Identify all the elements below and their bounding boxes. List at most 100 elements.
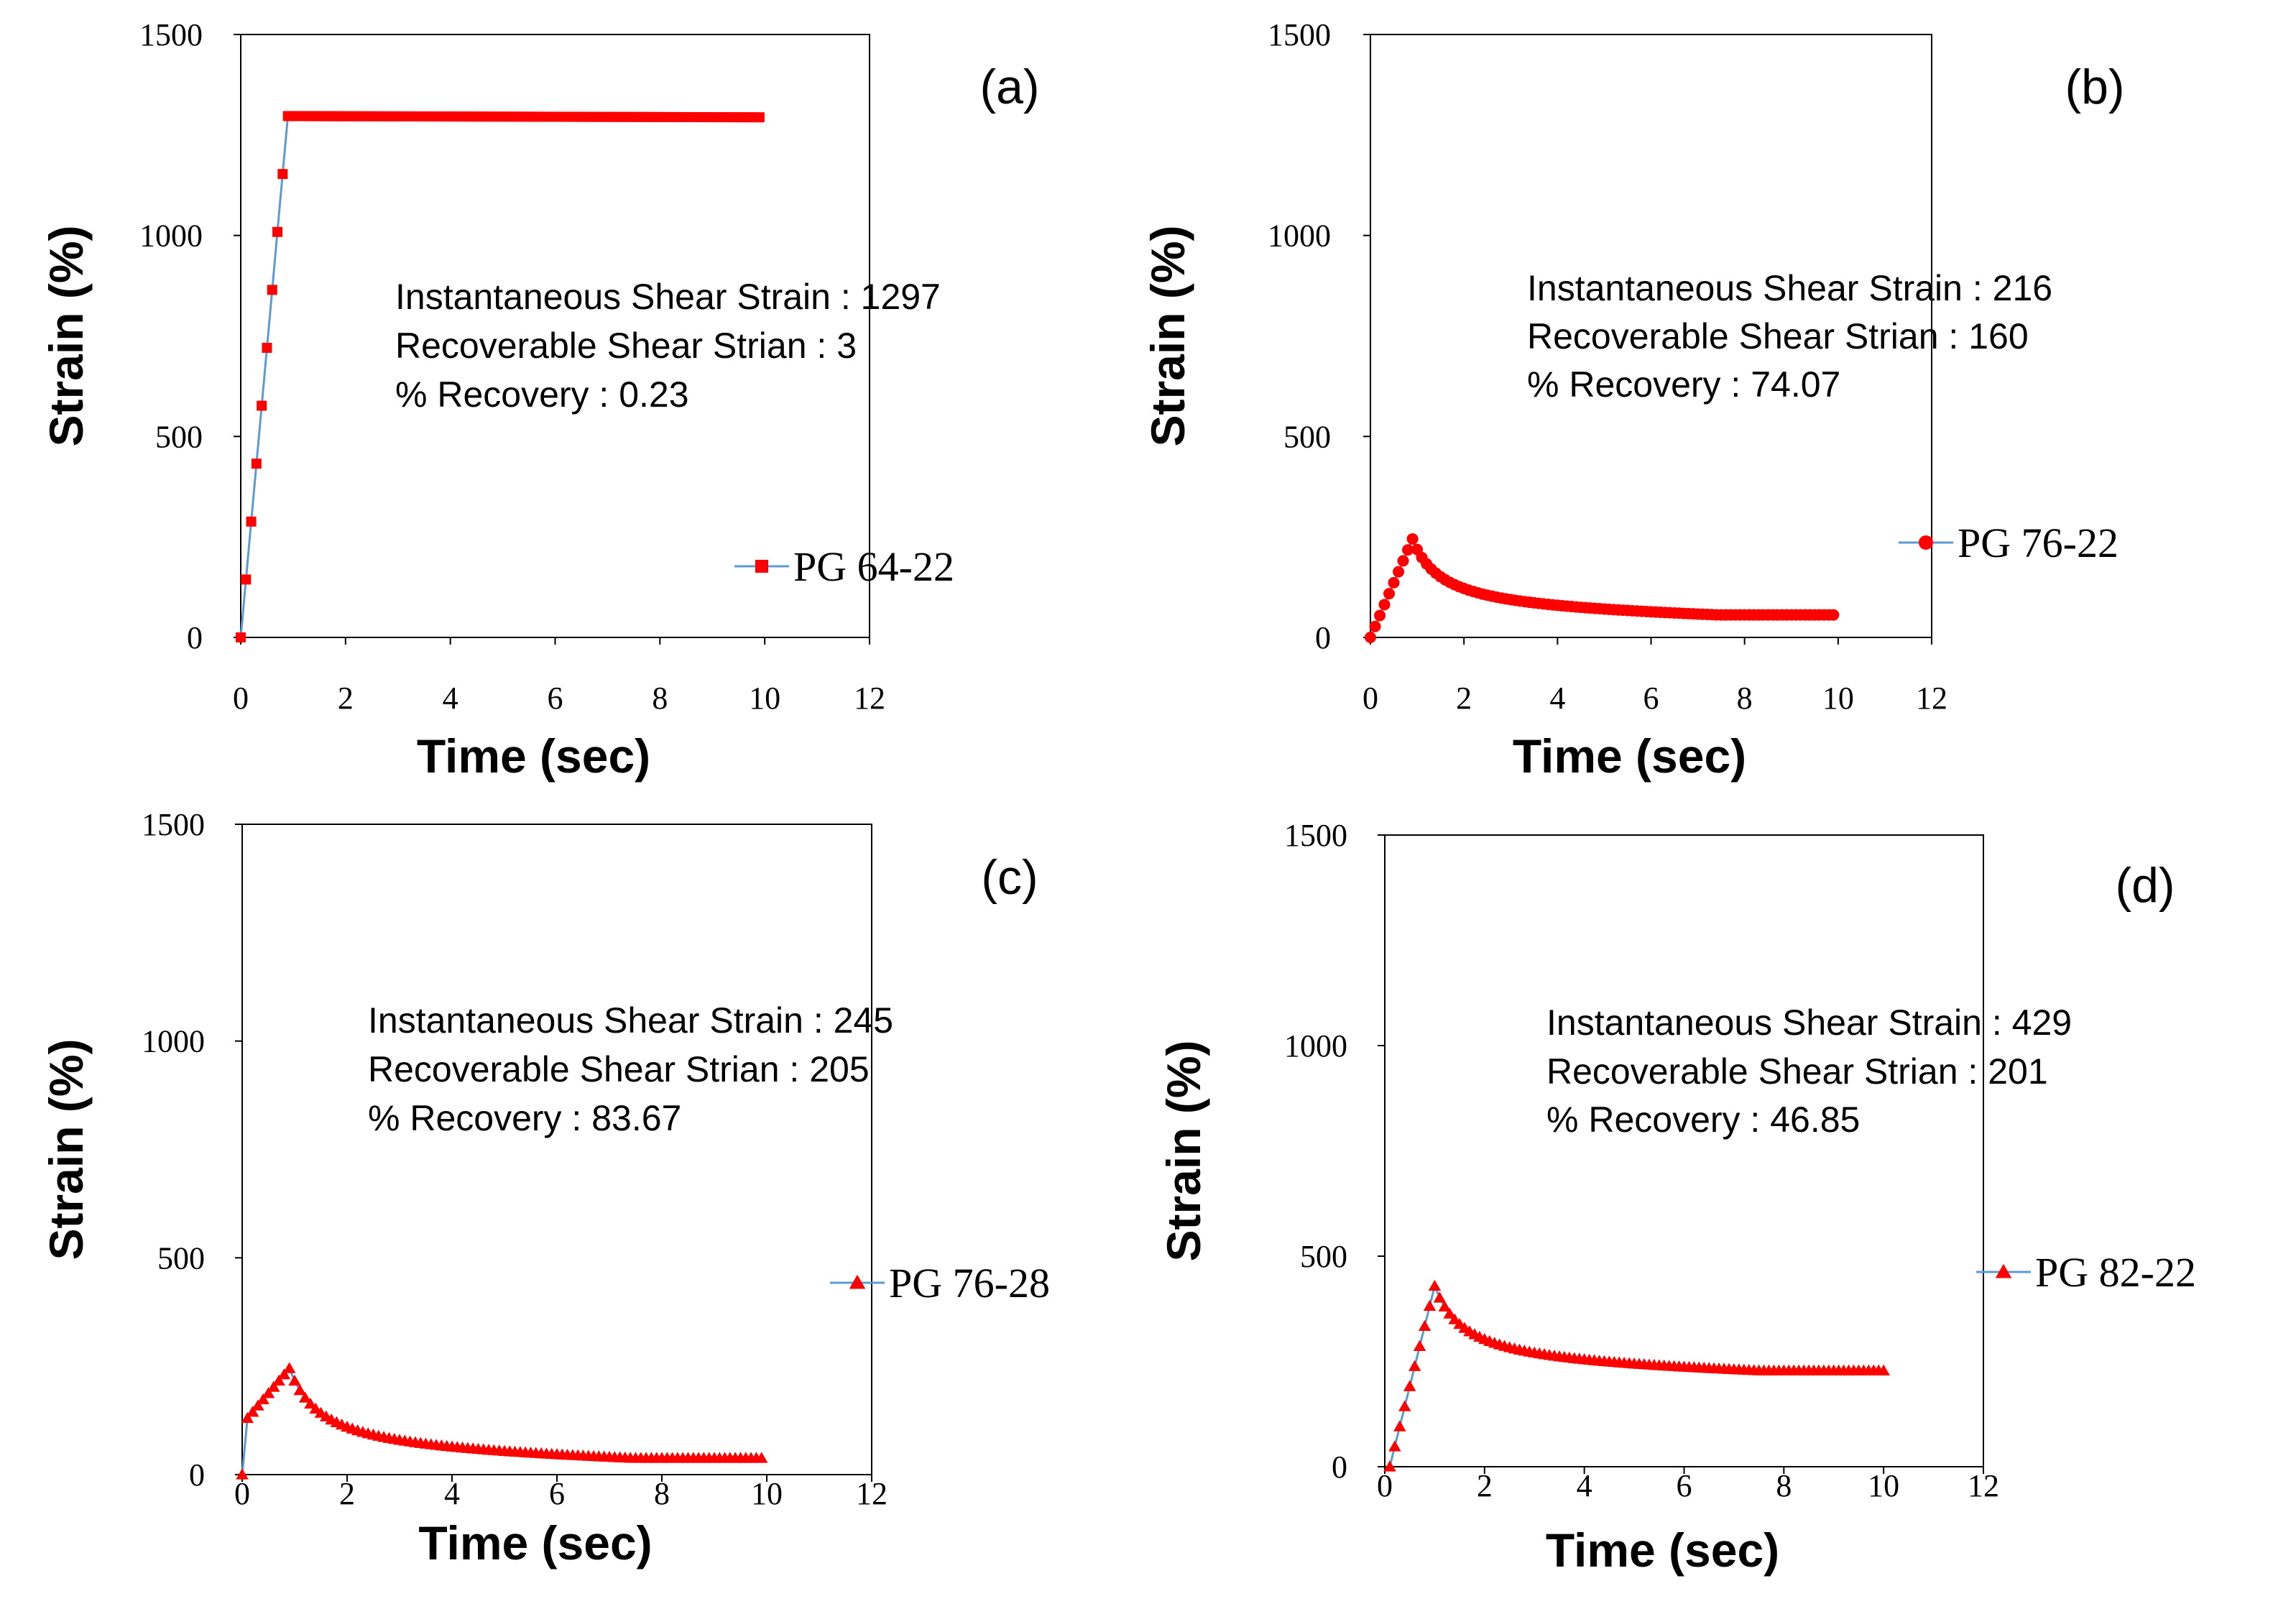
y-axis-label: Strain (%) xyxy=(1157,1040,1210,1261)
data-point xyxy=(277,1368,291,1380)
data-point xyxy=(236,632,246,642)
chart-panel-d: 0 2 4 6 8 10 12 0 500 1000 1500 Time (sec) Strain (%… xyxy=(1157,818,2196,1577)
y-tick-label: 1500 xyxy=(142,807,205,842)
annotation-line: Recoverable Shear Strian : 201 xyxy=(1546,1051,2048,1092)
data-point xyxy=(1443,1307,1456,1319)
legend-marker xyxy=(1995,1263,2012,1278)
data-point xyxy=(236,1468,249,1480)
x-tick-label: 0 xyxy=(234,1476,250,1511)
data-point xyxy=(1877,1364,1890,1375)
legend-label: PG 76-22 xyxy=(1958,520,2119,566)
legend-marker xyxy=(1919,535,1933,550)
data-point xyxy=(1423,1299,1437,1311)
data-point xyxy=(1827,609,1840,621)
x-tick-label: 8 xyxy=(1737,681,1753,716)
x-tick-label: 2 xyxy=(338,681,354,716)
x-tick-label: 8 xyxy=(654,1476,670,1511)
annotation-line: % Recovery : 83.67 xyxy=(368,1098,681,1138)
data-point xyxy=(1398,1400,1411,1411)
legend-marker xyxy=(755,560,768,573)
legend-label: PG 82-22 xyxy=(2035,1249,2196,1296)
data-point xyxy=(298,1391,312,1403)
y-tick-label: 500 xyxy=(157,1240,205,1276)
data-point xyxy=(272,226,283,237)
data-point xyxy=(241,574,252,585)
data-point xyxy=(1403,1380,1416,1391)
data-point xyxy=(1393,1420,1406,1431)
annotation-line: Recoverable Shear Strian : 205 xyxy=(368,1049,870,1089)
data-point xyxy=(1413,1340,1426,1351)
chart-panel-a: 0 2 4 6 8 10 12 0 500 1000 1500 Time (sec) Strain (%… xyxy=(40,17,1040,783)
annotation-line: Instantaneous Shear Strain : 216 xyxy=(1527,268,2052,308)
x-tick-label: 10 xyxy=(1822,681,1854,716)
series-line xyxy=(1369,536,1834,638)
annotation-line: % Recovery : 46.85 xyxy=(1546,1099,1860,1140)
y-tick-label: 1000 xyxy=(1268,218,1331,254)
data-point xyxy=(257,400,267,411)
data-point xyxy=(251,458,262,469)
data-point xyxy=(246,1406,259,1417)
panel-label: (c) xyxy=(981,850,1038,905)
x-tick-label: 0 xyxy=(1363,681,1378,716)
x-tick-label: 4 xyxy=(443,681,458,716)
x-tick-label: 0 xyxy=(1377,1468,1393,1503)
y-tick-label: 1000 xyxy=(139,218,203,254)
data-point xyxy=(1383,1460,1396,1472)
data-point xyxy=(282,1362,296,1373)
data-point xyxy=(1438,1300,1452,1312)
x-tick-label: 10 xyxy=(751,1476,783,1511)
data-point xyxy=(1388,576,1400,589)
data-point xyxy=(1408,1360,1421,1371)
x-tick-label: 4 xyxy=(1577,1468,1592,1503)
data-point xyxy=(1374,609,1386,622)
y-axis-label: Strain (%) xyxy=(40,1038,93,1260)
series-line xyxy=(1388,1282,1884,1467)
x-tick-label: 12 xyxy=(1968,1468,1999,1503)
y-tick-label: 0 xyxy=(1332,1449,1347,1485)
plot-area xyxy=(1384,834,1984,1467)
x-tick-label: 6 xyxy=(549,1476,565,1511)
x-tick-label: 12 xyxy=(854,681,885,716)
x-axis-label: Time (sec) xyxy=(1513,729,1746,783)
data-point xyxy=(1418,1319,1431,1332)
data-point xyxy=(1378,599,1391,611)
y-tick-label: 500 xyxy=(155,419,203,454)
panel-label: (a) xyxy=(979,60,1039,114)
x-tick-label: 8 xyxy=(1776,1468,1792,1503)
x-tick-label: 2 xyxy=(1477,1468,1493,1503)
data-point xyxy=(754,112,765,123)
y-axis-label: Strain (%) xyxy=(40,225,93,446)
legend-label: PG 64-22 xyxy=(793,543,954,590)
x-tick-label: 2 xyxy=(339,1476,355,1511)
data-point xyxy=(277,169,288,180)
data-point xyxy=(304,1397,317,1409)
annotation-line: Recoverable Shear Strian : 3 xyxy=(395,326,857,366)
data-point xyxy=(1397,555,1409,567)
data-point xyxy=(1428,1279,1442,1291)
data-point xyxy=(1433,1291,1447,1303)
data-point xyxy=(1406,533,1419,545)
y-axis-label: Strain (%) xyxy=(1141,225,1194,446)
annotation-line: Instantaneous Shear Strain : 245 xyxy=(368,1000,893,1041)
data-point xyxy=(293,1384,307,1396)
panel-label: (d) xyxy=(2115,858,2175,913)
y-tick-label: 500 xyxy=(1300,1239,1347,1274)
annotation-line: % Recovery : 74.07 xyxy=(1527,364,1840,405)
y-tick-label: 1000 xyxy=(1284,1028,1347,1064)
x-tick-label: 0 xyxy=(233,681,249,716)
x-axis-label: Time (sec) xyxy=(1546,1523,1779,1577)
y-tick-label: 500 xyxy=(1283,419,1331,454)
data-point xyxy=(288,1374,301,1386)
data-point xyxy=(262,1387,275,1398)
annotation-line: Instantaneous Shear Strain : 429 xyxy=(1546,1002,2072,1043)
plot-area xyxy=(241,824,872,1475)
x-tick-label: 2 xyxy=(1456,681,1472,716)
x-tick-label: 6 xyxy=(548,681,563,716)
y-tick-label: 0 xyxy=(187,620,203,655)
y-tick-label: 0 xyxy=(189,1457,205,1493)
annotation-line: Instantaneous Shear Strain : 1297 xyxy=(395,277,941,317)
data-point xyxy=(272,1374,285,1386)
data-point xyxy=(755,1452,768,1463)
panel-label: (b) xyxy=(2065,60,2124,114)
